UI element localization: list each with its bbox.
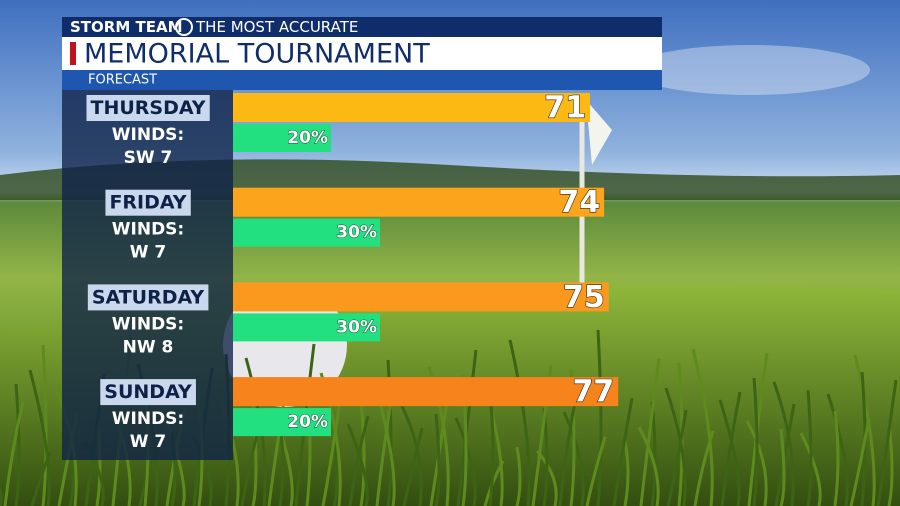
tagline: THE MOST ACCURATE: [195, 18, 358, 36]
precipitation-label: 30%: [336, 223, 377, 243]
blade: [402, 427, 424, 506]
blade: [718, 399, 741, 506]
subtitle-strip: [62, 70, 662, 90]
day-label-bg: [86, 95, 210, 121]
day-label-bg: [87, 284, 209, 311]
logo: [175, 18, 193, 36]
blade: [612, 397, 634, 506]
precipitation-bar: [233, 408, 331, 437]
blade: [346, 423, 369, 506]
blade: [0, 485, 3, 506]
blade: [799, 432, 822, 506]
temperature-label: 71: [544, 91, 586, 126]
blade: [637, 426, 660, 506]
cloud: [630, 45, 870, 95]
precipitation-bar: [233, 313, 380, 342]
blade: [585, 436, 607, 506]
blade: [14, 383, 21, 506]
blade: [321, 394, 343, 506]
blade: [745, 420, 768, 506]
blade: [639, 358, 661, 506]
winds-label: WINDS:: [112, 314, 184, 334]
blade: [488, 395, 495, 506]
blade: [28, 369, 51, 506]
subtitle: FORECAST: [88, 73, 157, 88]
precipitation-bar: [233, 124, 331, 152]
blade: [691, 348, 714, 506]
precipitation-label: 30%: [336, 317, 377, 337]
temperature-bar: [233, 377, 619, 407]
blade: [348, 415, 370, 506]
title-accent: [70, 42, 76, 65]
title-band: [62, 37, 662, 70]
temperature-label: 74: [558, 185, 600, 220]
blade: [664, 387, 687, 506]
precipitation-bar: [233, 218, 380, 247]
blade: [666, 409, 688, 506]
blade: [562, 411, 585, 506]
blade: [359, 398, 366, 506]
blade: [887, 422, 894, 506]
winds-value: NW 8: [123, 337, 174, 357]
blade: [779, 428, 786, 506]
day-label-bg: [100, 379, 196, 406]
temperature-bar: [233, 187, 605, 217]
blade: [400, 405, 423, 506]
blade: [434, 413, 441, 506]
title: MEMORIAL TOURNAMENT: [84, 39, 430, 70]
blade: [772, 381, 795, 506]
winds-value: W 7: [130, 432, 167, 452]
blade: [853, 354, 876, 506]
day-label: SATURDAY: [92, 286, 205, 308]
blade: [623, 440, 630, 506]
blade: [806, 389, 813, 506]
blade: [454, 417, 477, 506]
day-label: FRIDAY: [109, 192, 186, 214]
blade: [596, 329, 603, 506]
winds-label: WINDS:: [112, 409, 184, 429]
precipitation-label: 20%: [287, 128, 328, 148]
blade: [752, 377, 759, 506]
day-label: SUNDAY: [104, 381, 192, 403]
winds-label: WINDS:: [112, 220, 184, 240]
temperature-bar: [233, 282, 609, 312]
blade: [332, 437, 339, 506]
brand: STORM TEAM: [70, 18, 183, 36]
blade: [849, 418, 871, 506]
blade: [68, 455, 75, 506]
temperature-bar: [233, 93, 590, 122]
flag: [586, 100, 612, 165]
blade: [515, 446, 522, 506]
winds-label: WINDS:: [112, 125, 184, 145]
brand-strip: [62, 17, 662, 37]
blade: [3, 400, 25, 506]
blade: [720, 391, 742, 506]
precipitation-label: 20%: [287, 412, 328, 432]
blade: [508, 339, 531, 506]
day-label-bg: [105, 189, 191, 216]
temperature-label: 77: [572, 375, 614, 410]
winds-value: W 7: [130, 243, 167, 263]
blade: [876, 379, 898, 506]
winds-value: SW 7: [124, 148, 173, 168]
blade: [833, 410, 840, 506]
day-label: THURSDAY: [90, 97, 205, 119]
temperature-label: 75: [563, 280, 605, 315]
blade: [826, 393, 849, 506]
